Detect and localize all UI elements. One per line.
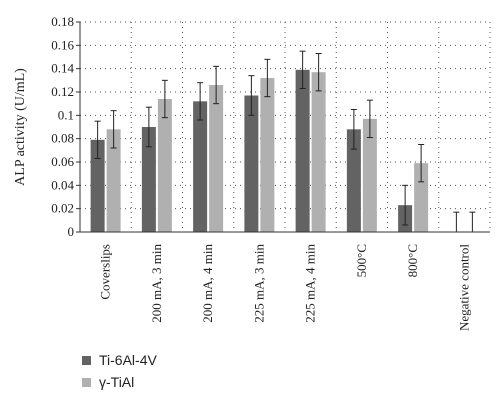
bar xyxy=(244,95,259,232)
bar xyxy=(157,99,172,232)
legend-item-gamma-tial: γ-TiAl xyxy=(82,371,157,393)
bar xyxy=(362,118,377,232)
x-tick-label: 200 mA, 3 min xyxy=(149,244,164,323)
x-tick-label: Coverslips xyxy=(98,244,113,300)
labels: 0 0.02 0.04 0.06 0.08 0.1 0.12 0.14 0.16 0.18 Cove… xyxy=(13,14,471,331)
bar xyxy=(311,72,326,233)
bar xyxy=(346,129,361,232)
bar xyxy=(260,78,275,232)
y-tick-label: 0.06 xyxy=(51,154,74,169)
legend-swatch-gamma-tial xyxy=(82,377,91,387)
bar xyxy=(209,85,224,232)
y-tick-label: 0.12 xyxy=(51,84,74,99)
bar xyxy=(141,127,156,232)
bar xyxy=(106,129,121,232)
bar xyxy=(414,163,429,232)
y-axis-title: ALP activity (U/mL) xyxy=(13,68,28,186)
y-tick-label: 0.08 xyxy=(51,131,74,146)
y-tick-label: 0 xyxy=(68,224,75,239)
x-tick-label: 225 mA, 3 min xyxy=(251,244,266,323)
bar xyxy=(193,101,208,232)
x-tick-label: 200 mA, 4 min xyxy=(200,244,215,323)
grid xyxy=(80,21,491,232)
axes xyxy=(76,21,490,233)
x-tick-label: 225 mA, 4 min xyxy=(303,244,318,323)
legend-label-ti6al4v: Ti-6Al-4V xyxy=(99,352,157,368)
bars xyxy=(90,50,476,233)
y-tick-label: 0.18 xyxy=(51,14,74,29)
bar xyxy=(90,139,105,232)
y-tick-label: 0.04 xyxy=(51,177,74,192)
legend-item-ti6al4v: Ti-6Al-4V xyxy=(82,349,157,371)
x-tick-label: 800°C xyxy=(405,244,420,277)
bar xyxy=(295,69,310,232)
y-tick-label: 0.02 xyxy=(51,201,74,216)
y-tick-label: 0.14 xyxy=(51,61,74,76)
legend: Ti-6Al-4V γ-TiAl xyxy=(82,349,157,393)
x-tick-label: 500°C xyxy=(354,244,369,277)
legend-label-gamma-tial: γ-TiAl xyxy=(99,374,135,390)
legend-swatch-ti6al4v xyxy=(82,355,91,365)
y-tick-label: 0.1 xyxy=(58,107,74,122)
y-tick-label: 0.16 xyxy=(51,37,74,52)
x-tick-label: Negative control xyxy=(456,244,471,331)
